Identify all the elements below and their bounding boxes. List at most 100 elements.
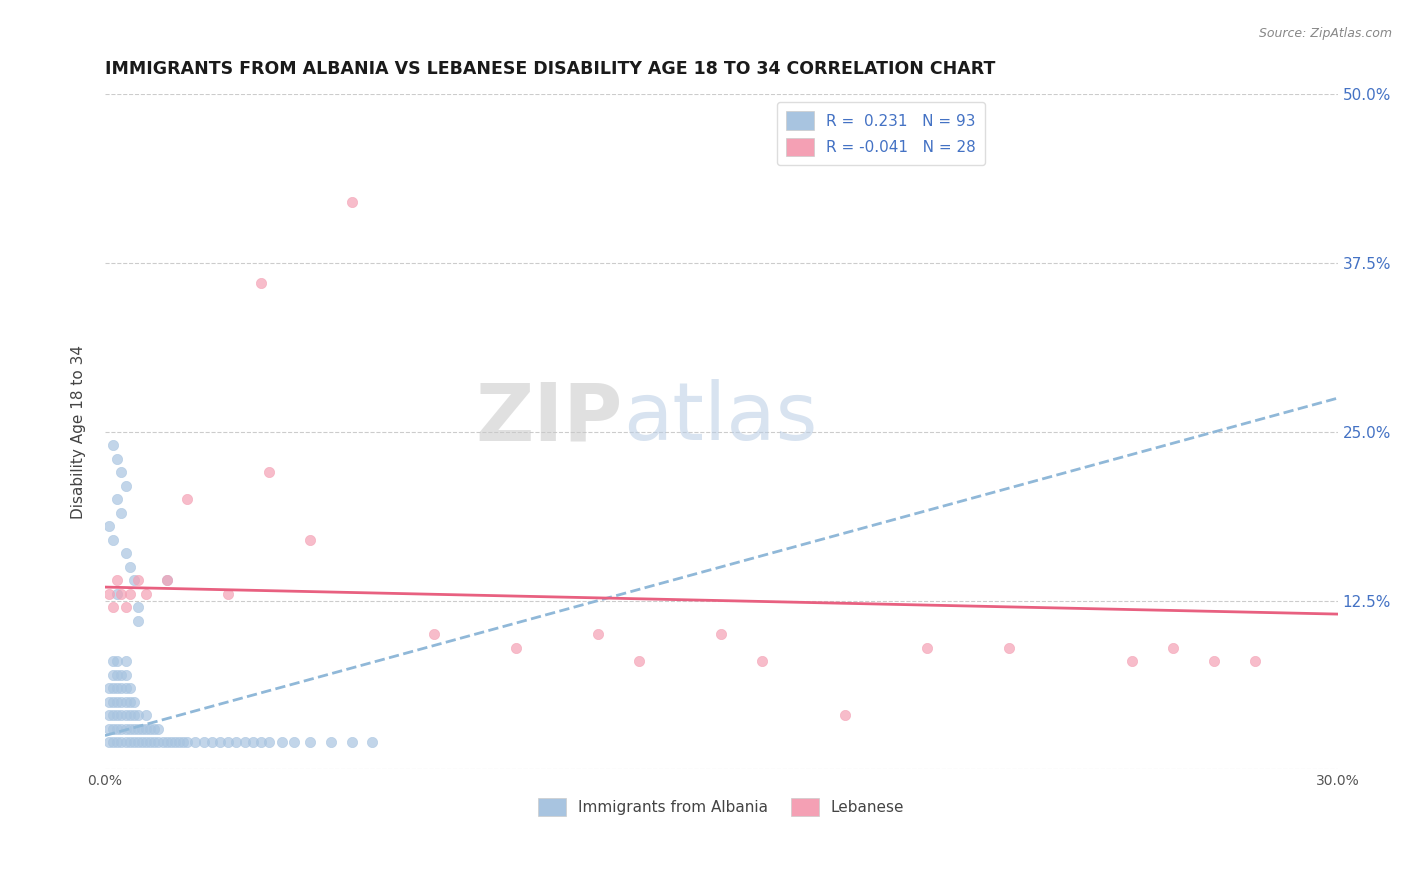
Point xyxy=(1204,654,1226,668)
Point xyxy=(105,735,128,749)
Point xyxy=(156,735,179,749)
Text: IMMIGRANTS FROM ALBANIA VS LEBANESE DISABILITY AGE 18 TO 34 CORRELATION CHART: IMMIGRANTS FROM ALBANIA VS LEBANESE DISA… xyxy=(105,60,995,78)
Point xyxy=(127,574,149,588)
Point xyxy=(148,722,170,736)
Point xyxy=(118,695,141,709)
Point xyxy=(98,722,121,736)
Point xyxy=(135,587,157,601)
Point xyxy=(217,587,239,601)
Point xyxy=(127,722,149,736)
Point xyxy=(139,722,162,736)
Point xyxy=(998,640,1021,655)
Point xyxy=(114,708,136,723)
Point xyxy=(135,708,157,723)
Point xyxy=(118,681,141,696)
Point xyxy=(103,708,125,723)
Point xyxy=(242,735,264,749)
Text: Source: ZipAtlas.com: Source: ZipAtlas.com xyxy=(1258,27,1392,40)
Point xyxy=(105,587,128,601)
Point xyxy=(143,735,166,749)
Point xyxy=(834,708,856,723)
Point xyxy=(131,722,153,736)
Point xyxy=(340,735,363,749)
Point xyxy=(103,681,125,696)
Point xyxy=(361,735,384,749)
Point xyxy=(114,546,136,560)
Point xyxy=(208,735,231,749)
Point xyxy=(586,627,609,641)
Point xyxy=(319,735,342,749)
Point xyxy=(114,668,136,682)
Point xyxy=(118,559,141,574)
Point xyxy=(1244,654,1267,668)
Point xyxy=(167,735,190,749)
Point xyxy=(105,695,128,709)
Point xyxy=(114,722,136,736)
Point xyxy=(250,735,273,749)
Point xyxy=(127,614,149,628)
Point xyxy=(135,722,157,736)
Point xyxy=(110,695,132,709)
Point xyxy=(148,735,170,749)
Point xyxy=(114,735,136,749)
Point xyxy=(110,722,132,736)
Point xyxy=(751,654,773,668)
Point xyxy=(103,735,125,749)
Point xyxy=(340,195,363,210)
Point xyxy=(283,735,305,749)
Point xyxy=(422,627,444,641)
Point xyxy=(105,492,128,507)
Point xyxy=(250,277,273,291)
Point xyxy=(122,708,145,723)
Point xyxy=(110,506,132,520)
Point xyxy=(103,533,125,547)
Point xyxy=(105,451,128,466)
Legend: Immigrants from Albania, Lebanese: Immigrants from Albania, Lebanese xyxy=(533,791,910,822)
Point xyxy=(710,627,733,641)
Point xyxy=(122,735,145,749)
Point xyxy=(103,600,125,615)
Point xyxy=(103,722,125,736)
Point xyxy=(127,708,149,723)
Point xyxy=(110,708,132,723)
Point xyxy=(176,492,198,507)
Point xyxy=(139,735,162,749)
Point xyxy=(122,574,145,588)
Text: ZIP: ZIP xyxy=(475,379,623,458)
Point xyxy=(114,600,136,615)
Point xyxy=(98,735,121,749)
Point xyxy=(98,695,121,709)
Point xyxy=(98,708,121,723)
Point xyxy=(156,574,179,588)
Point xyxy=(201,735,224,749)
Point xyxy=(122,695,145,709)
Point xyxy=(127,600,149,615)
Point xyxy=(299,735,322,749)
Point xyxy=(114,681,136,696)
Point xyxy=(98,587,121,601)
Point xyxy=(152,735,174,749)
Point xyxy=(103,654,125,668)
Point xyxy=(103,668,125,682)
Point xyxy=(114,654,136,668)
Point xyxy=(193,735,215,749)
Point xyxy=(103,438,125,452)
Point xyxy=(143,722,166,736)
Point xyxy=(1161,640,1184,655)
Point xyxy=(114,695,136,709)
Point xyxy=(110,681,132,696)
Point xyxy=(105,574,128,588)
Point xyxy=(105,708,128,723)
Point xyxy=(915,640,938,655)
Point xyxy=(159,735,181,749)
Point xyxy=(233,735,256,749)
Point xyxy=(98,519,121,533)
Point xyxy=(105,654,128,668)
Point xyxy=(1121,654,1143,668)
Point xyxy=(176,735,198,749)
Point xyxy=(114,479,136,493)
Point xyxy=(110,668,132,682)
Point xyxy=(299,533,322,547)
Point xyxy=(270,735,292,749)
Point xyxy=(118,708,141,723)
